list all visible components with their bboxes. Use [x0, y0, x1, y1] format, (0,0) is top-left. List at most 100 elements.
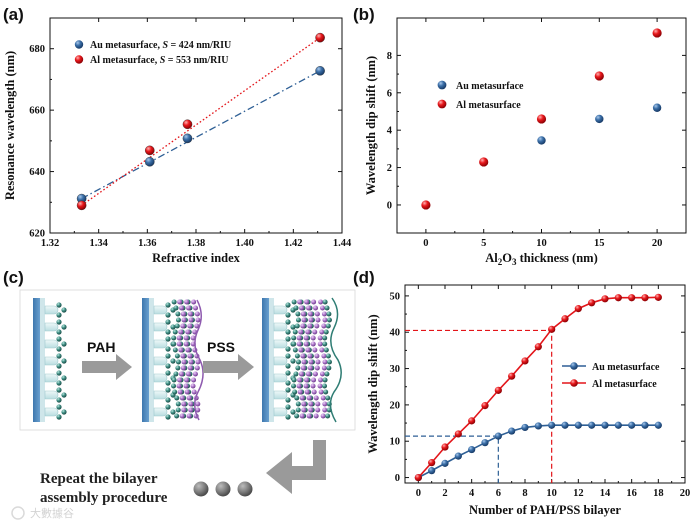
x-tick-label: 8 — [522, 488, 527, 499]
pss-chain — [317, 341, 323, 347]
pss-chain — [313, 305, 319, 311]
pss-chain — [319, 329, 325, 335]
x-tick-label: 4 — [469, 488, 475, 499]
pah-chain — [173, 305, 179, 311]
pah-chain — [176, 335, 182, 341]
stage-bare-metasurface — [33, 298, 67, 422]
legend-label: Al metasurface, S = 553 nm/RIU — [90, 55, 228, 66]
pss-chain — [323, 347, 329, 353]
data-point-al — [468, 417, 476, 425]
pss-chain — [291, 341, 297, 347]
pah-chain — [171, 335, 177, 341]
data-point-au — [588, 421, 596, 429]
pss-chain — [306, 305, 312, 311]
pss-chain — [319, 371, 325, 377]
x-tick-label: 20 — [680, 488, 691, 499]
pah-molecule — [285, 370, 291, 376]
y-tick-label: 40 — [390, 328, 401, 339]
x-tick-label: 1.34 — [89, 238, 108, 249]
panel-label-a: (a) — [3, 5, 24, 24]
pss-chain — [301, 407, 307, 413]
pah-molecule — [56, 404, 62, 410]
pah-molecule — [165, 329, 171, 335]
pah-molecule — [165, 312, 171, 318]
pah-molecule — [165, 397, 171, 403]
pah-chain — [178, 347, 184, 353]
nanopillar — [44, 305, 59, 315]
pah-chain — [195, 401, 201, 407]
pss-chain — [291, 335, 297, 341]
pss-chain — [321, 323, 327, 329]
substrate-layer — [269, 298, 274, 422]
pss-chain — [313, 413, 319, 419]
legend-label: Al metasurface — [592, 379, 657, 390]
nanopillar — [273, 339, 288, 349]
pah-chain — [185, 371, 191, 377]
pah-chain — [174, 323, 180, 329]
pss-chain — [315, 359, 321, 365]
data-point-al — [479, 157, 489, 167]
pss-chain — [299, 305, 305, 311]
pah-molecule — [165, 380, 171, 386]
pss-chain — [318, 377, 324, 383]
pah-chain — [177, 299, 183, 305]
watermark-logo-icon — [11, 506, 25, 520]
pah-chain — [187, 353, 193, 359]
nanopillar — [153, 305, 168, 315]
x-tick-label: 18 — [653, 488, 664, 499]
nanopillar — [44, 373, 59, 383]
pss-chain — [296, 335, 302, 341]
pss-chain — [300, 365, 306, 371]
pah-chain — [175, 359, 181, 365]
x-tick-label: 0 — [416, 488, 421, 499]
pah-chain — [179, 413, 185, 419]
stage-pah-coated — [142, 298, 204, 422]
pah-chain — [181, 317, 187, 323]
data-point-al — [144, 145, 155, 156]
pah-chain — [171, 341, 177, 347]
data-point-au — [601, 421, 609, 429]
pss-chain — [318, 389, 324, 395]
pah-molecule — [56, 387, 62, 393]
pah-molecule — [165, 319, 171, 325]
pah-chain — [180, 353, 186, 359]
data-point-au — [641, 421, 649, 429]
pah-chain — [175, 365, 181, 371]
pss-chain — [321, 311, 327, 317]
data-point-al — [601, 295, 609, 303]
pah-molecule — [56, 397, 62, 403]
pah-molecule — [165, 387, 171, 393]
pss-chain — [311, 389, 317, 395]
pss-chain — [300, 353, 306, 359]
pss-chain — [307, 323, 313, 329]
data-point-al — [534, 343, 542, 351]
y-tick-label: 0 — [395, 473, 400, 484]
data-point-al — [594, 71, 604, 81]
data-point-au — [428, 467, 436, 475]
polymer-chain — [329, 297, 342, 423]
pah-molecule — [61, 358, 67, 364]
pss-chain — [315, 317, 321, 323]
y-tick-label: 50 — [390, 291, 401, 302]
pss-chain — [310, 383, 316, 389]
chart-a-resonance-vs-index: 1.32 1.34 1.36 1.38 1.40 1.42 1.44 620 640 660 680… — [3, 17, 352, 265]
data-point-au — [441, 459, 449, 467]
pss-chain — [307, 365, 313, 371]
pah-molecule — [285, 346, 291, 352]
pss-chain — [300, 311, 306, 317]
pss-chain — [314, 365, 320, 371]
pah-molecule — [165, 363, 171, 369]
nanopillar — [273, 390, 288, 400]
pss-chain — [299, 413, 305, 419]
x-tick-label: 16 — [626, 488, 637, 499]
pah-molecule — [285, 414, 291, 420]
pss-chain — [323, 389, 329, 395]
pah-chain — [175, 311, 181, 317]
pah-molecule — [165, 353, 171, 359]
data-point-al — [641, 294, 649, 302]
pah-chain — [181, 401, 187, 407]
pah-chain — [192, 371, 198, 377]
data-point-au — [537, 136, 546, 145]
pah-molecule — [56, 363, 62, 369]
